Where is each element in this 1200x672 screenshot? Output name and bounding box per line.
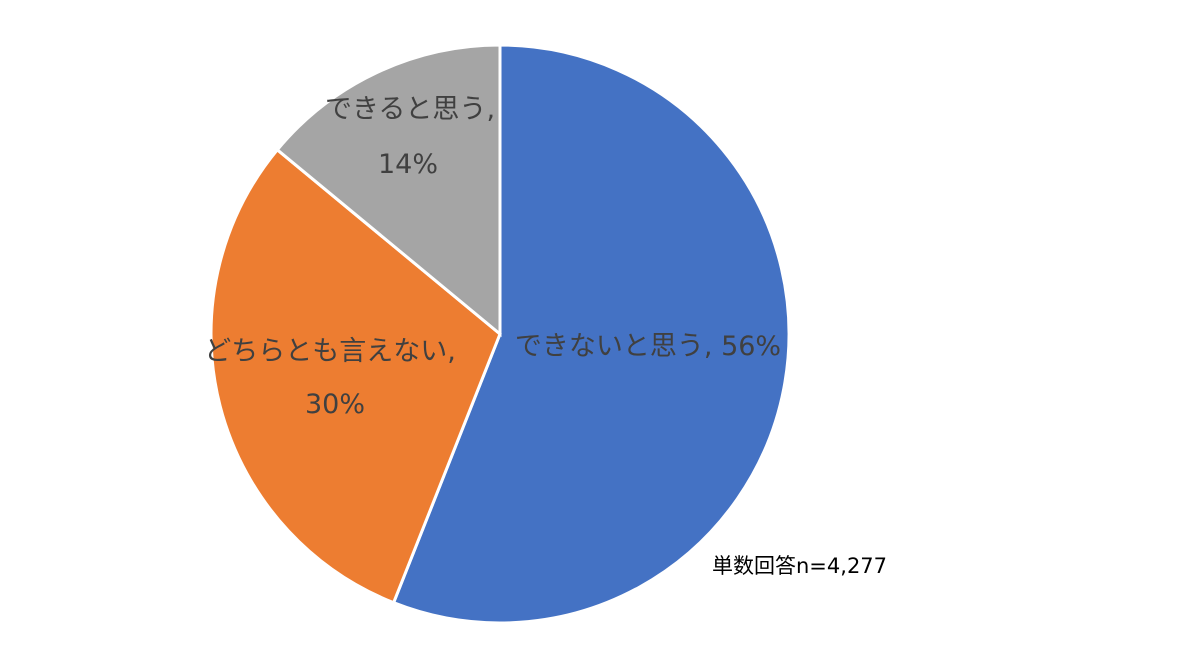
annotation: 単数回答n=4,277 <box>712 554 887 578</box>
data-label: 14% <box>378 149 438 180</box>
pie-slice <box>209 147 502 605</box>
label-separator: , <box>486 94 495 125</box>
data-label: できないと思う, 56% <box>515 331 781 362</box>
data-label: できると思う, <box>325 94 495 125</box>
value-label: 14% <box>378 149 438 180</box>
label-separator: , <box>704 331 713 362</box>
data-label: 30% <box>305 389 365 420</box>
data-label: どちらとも言えない, <box>204 336 456 367</box>
pie-slice <box>275 43 502 338</box>
label-separator: , <box>447 336 456 367</box>
category-label: できると思う <box>325 94 486 125</box>
value-label: 56% <box>721 331 781 362</box>
pie-slice <box>391 43 791 625</box>
category-label: できないと思う <box>515 331 704 362</box>
category-label: どちらとも言えない <box>204 336 447 367</box>
value-label: 30% <box>305 389 365 420</box>
